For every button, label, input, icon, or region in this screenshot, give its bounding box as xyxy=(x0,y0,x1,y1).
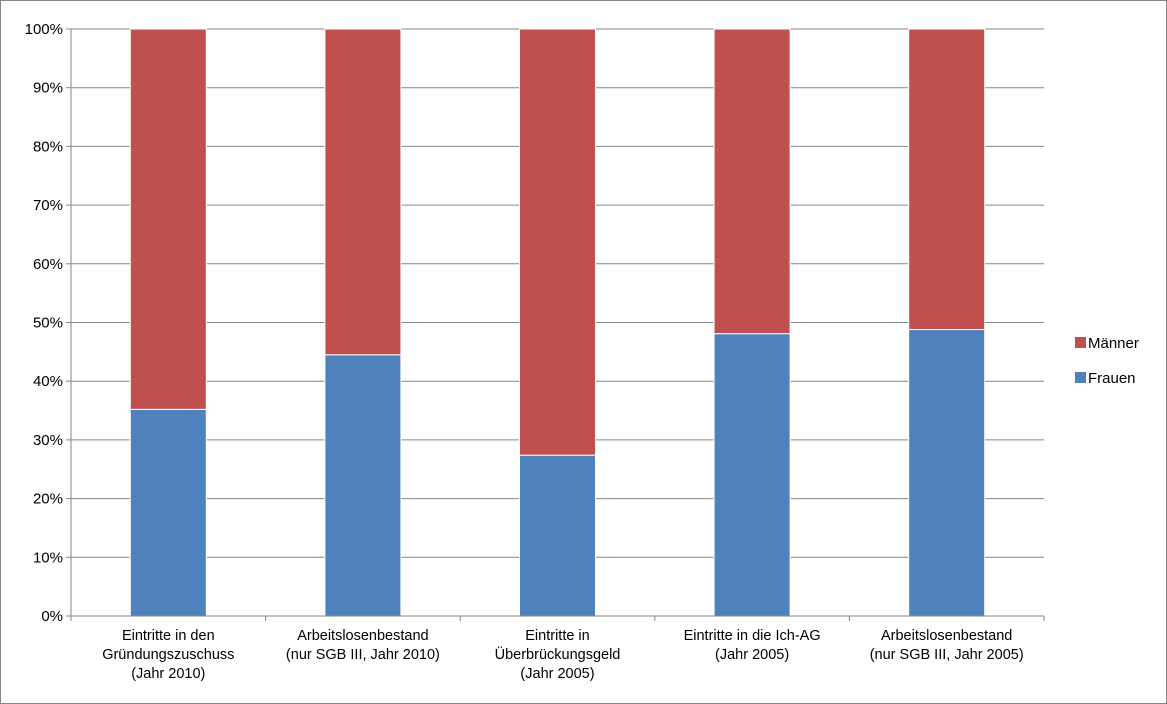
x-category-label: (nur SGB III, Jahr 2010) xyxy=(286,647,440,663)
y-tick-label: 90% xyxy=(33,80,63,97)
bar-mnner-5 xyxy=(908,28,986,331)
x-category-label: Eintritte in den xyxy=(122,628,215,644)
bar-frauen-1 xyxy=(129,408,207,617)
y-tick-label: 20% xyxy=(33,491,63,508)
y-tick-label: 70% xyxy=(33,197,63,214)
legend: Männer Frauen xyxy=(1075,335,1139,387)
bar-frauen-2 xyxy=(324,354,402,617)
y-tick-label: 30% xyxy=(33,432,63,449)
y-tick-labels: 0% 10% 20% 30% 40% 50% 60% 70% 80% 90% 100% xyxy=(25,21,63,625)
y-tick-label: 100% xyxy=(25,21,63,38)
bar-frauen-3 xyxy=(519,454,596,617)
y-tick-label: 10% xyxy=(33,549,63,566)
x-category-label: (Jahr 2005) xyxy=(715,647,789,663)
x-category-label: Eintritte in xyxy=(525,628,589,644)
bar-mnner-2 xyxy=(324,28,402,356)
bar-frauen-5 xyxy=(908,329,986,617)
legend-label-frauen: Frauen xyxy=(1088,370,1136,387)
bar-frauen-4 xyxy=(713,333,791,617)
x-category-label: (nur SGB III, Jahr 2005) xyxy=(870,647,1024,663)
legend-swatch-frauen xyxy=(1075,372,1086,383)
x-category-label: Gründungszuschuss xyxy=(102,647,234,663)
x-category-label: Überbrückungsgeld xyxy=(495,645,621,663)
legend-label-mnner: Männer xyxy=(1088,335,1139,352)
y-tick-label: 40% xyxy=(33,373,63,390)
y-tick-label: 0% xyxy=(41,608,63,625)
y-tick-label: 80% xyxy=(33,138,63,155)
x-category-label: (Jahr 2005) xyxy=(520,666,594,682)
x-category-label: (Jahr 2010) xyxy=(131,666,205,682)
bar-mnner-3 xyxy=(519,28,596,456)
bar-mnner-1 xyxy=(129,28,207,410)
x-category-label: Arbeitslosenbestand xyxy=(297,628,428,644)
y-tick-label: 60% xyxy=(33,256,63,273)
bar-mnner-4 xyxy=(713,28,791,335)
x-category-label: Arbeitslosenbestand xyxy=(881,628,1012,644)
axes xyxy=(66,28,1045,621)
y-tick-label: 50% xyxy=(33,315,63,332)
bars xyxy=(129,28,986,617)
x-category-labels: Eintritte in den Gründungszuschuss (Jahr 2… xyxy=(102,628,1023,682)
x-category-label: Eintritte in die Ich-AG xyxy=(684,628,821,644)
legend-swatch-mnner xyxy=(1075,337,1086,348)
